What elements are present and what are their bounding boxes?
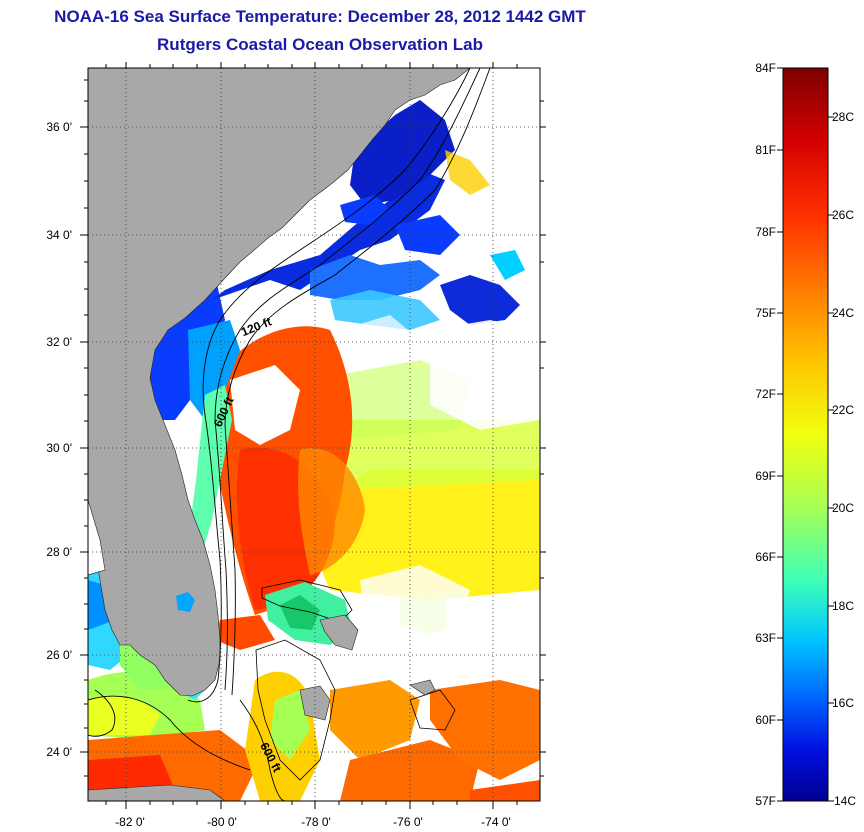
- colorbar-c-label: 18C: [832, 599, 854, 613]
- colorbar-c-label: 14C: [834, 794, 856, 808]
- lat-label: 36 0': [46, 120, 72, 134]
- bathymetry-contours: [88, 68, 491, 801]
- lat-label: 32 0': [46, 335, 72, 349]
- colorbar-f-label: 78F: [755, 225, 776, 239]
- lat-label: 24 0': [46, 745, 72, 759]
- colorbar-c-label: 28C: [832, 110, 854, 124]
- lon-label: -76 0': [393, 815, 423, 829]
- lon-label: -82 0': [115, 815, 145, 829]
- colorbar-f-label: 75F: [755, 306, 776, 320]
- map-panel: 120 ft 600 ft 600 ft: [88, 68, 540, 801]
- colorbar-c-label: 24C: [832, 306, 854, 320]
- colorbar-f-label: 69F: [755, 469, 776, 483]
- graticule: [88, 68, 540, 801]
- longitude-labels: -82 0' -80 0' -78 0' -76 0' -74 0': [115, 815, 511, 829]
- lon-label: -74 0': [481, 815, 511, 829]
- colorbar-f-label: 66F: [755, 550, 776, 564]
- map-subtitle: Rutgers Coastal Ocean Observation Lab: [157, 35, 483, 54]
- map-frame: [80, 62, 546, 809]
- lat-label: 34 0': [46, 228, 72, 242]
- land-mass: [88, 68, 471, 801]
- latitude-labels: 36 0' 34 0' 32 0' 30 0' 28 0' 26 0' 24 0…: [46, 120, 72, 759]
- colorbar-c-label: 26C: [832, 208, 854, 222]
- colorbar-c-label: 20C: [832, 501, 854, 515]
- colorbar-f-label: 72F: [755, 387, 776, 401]
- colorbar-c-label: 22C: [832, 403, 854, 417]
- colorbar-f-label: 81F: [755, 143, 776, 157]
- colorbar-f-label: 57F: [755, 794, 776, 808]
- lat-label: 30 0': [46, 441, 72, 455]
- lat-label: 28 0': [46, 545, 72, 559]
- lon-label: -78 0': [301, 815, 331, 829]
- temperature-colorbar: 84F 81F 78F 75F 72F 69F 66F 63F 60F 57F …: [755, 61, 856, 808]
- colorbar-f-label: 84F: [755, 61, 776, 75]
- colorbar-f-label: 63F: [755, 631, 776, 645]
- colorbar-c-label: 16C: [832, 696, 854, 710]
- colorbar-scale: [782, 67, 829, 802]
- lat-label: 26 0': [46, 648, 72, 662]
- map-title: NOAA-16 Sea Surface Temperature: Decembe…: [54, 7, 586, 26]
- lon-label: -80 0': [207, 815, 237, 829]
- colorbar-f-label: 60F: [755, 713, 776, 727]
